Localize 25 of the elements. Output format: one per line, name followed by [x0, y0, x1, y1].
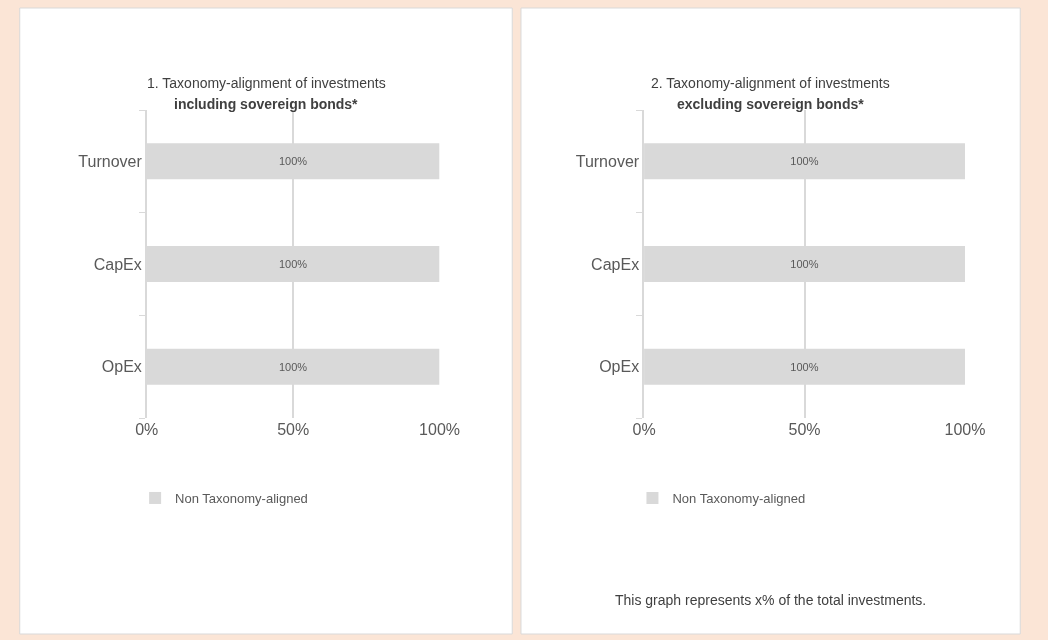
legend-label: Non Taxonomy-aligned — [672, 491, 806, 507]
y-tick-label: OpEx — [599, 358, 640, 376]
data-label: 100% — [790, 258, 819, 270]
legend-label: Non Taxonomy-aligned — [175, 491, 308, 507]
chart-title: 1. Taxonomy-alignment of investments — [147, 75, 386, 91]
chart-subtitle: including sovereign bonds* — [174, 96, 359, 112]
x-tick-label: 0% — [632, 421, 656, 438]
text: This graph represents x% of the total investments. — [615, 592, 927, 608]
x-tick-label: 50% — [277, 421, 310, 438]
chart-title: 2. Taxonomy-alignment of investments — [651, 75, 890, 91]
y-tick-label: OpEx — [101, 358, 142, 376]
x-tick-label: 50% — [788, 421, 821, 438]
y-tick-label: Turnover — [78, 152, 143, 170]
data-label: 100% — [278, 258, 308, 270]
x-tick-label: 0% — [135, 421, 159, 438]
data-label: 100% — [278, 155, 308, 168]
x-tick-label: 100% — [419, 421, 460, 438]
data-label: 100% — [790, 360, 819, 373]
y-tick-label: CapEx — [93, 255, 142, 273]
y-tick-label: Turnover — [575, 152, 640, 170]
chart-subtitle: excluding sovereign bonds* — [677, 96, 865, 112]
data-label: 100% — [790, 155, 819, 168]
data-label: 100% — [278, 360, 308, 373]
y-tick-label: CapEx — [591, 255, 640, 273]
x-tick-label: 100% — [944, 421, 986, 438]
